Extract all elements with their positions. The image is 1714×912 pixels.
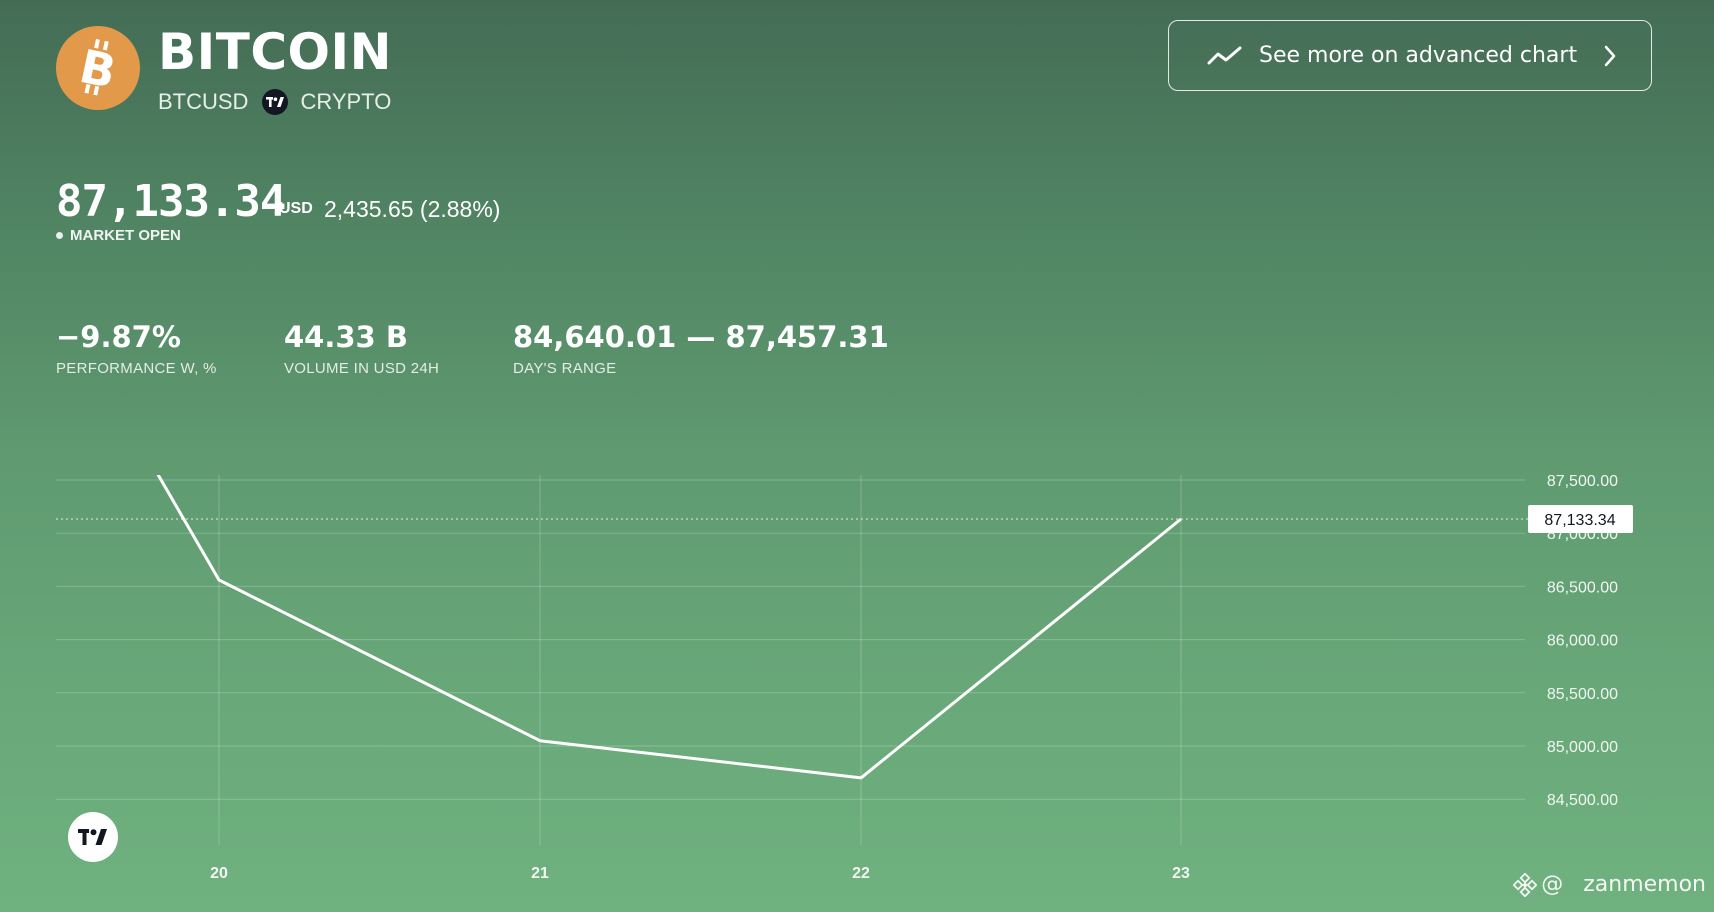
chevron-right-icon xyxy=(1603,44,1617,68)
status-dot-icon xyxy=(56,232,63,239)
current-price-badge-label: 87,133.34 xyxy=(1544,512,1615,529)
tradingview-mini-icon xyxy=(262,89,289,115)
volume-stat: 44.33 B VOLUME IN USD 24H xyxy=(284,318,439,377)
symbol-label[interactable]: BTCUSD xyxy=(158,89,249,114)
y-tick-label: 86,500.00 xyxy=(1547,579,1618,596)
current-price: 87,133.34 xyxy=(56,176,286,227)
watermark-at: @ xyxy=(1541,872,1564,897)
symbol-line: BTCUSD CRYPTO xyxy=(158,88,391,116)
volume-label: VOLUME IN USD 24H xyxy=(284,360,440,377)
days-range-value: 84,640.01 — 87,457.31 xyxy=(513,320,889,354)
tradingview-logo-icon[interactable] xyxy=(68,812,118,862)
page-title: BITCOIN xyxy=(158,23,392,81)
y-tick-label: 86,000.00 xyxy=(1547,633,1618,650)
volume-value: 44.33 B xyxy=(284,320,408,354)
days-range-stat: 84,640.01 — 87,457.31 DAY'S RANGE xyxy=(513,318,889,377)
price-currency: USD xyxy=(279,200,313,217)
y-tick-label: 87,500.00 xyxy=(1547,473,1618,490)
y-tick-label: 84,500.00 xyxy=(1547,792,1618,809)
performance-label: PERFORMANCE W, % xyxy=(56,360,217,377)
performance-value: −9.87% xyxy=(56,320,181,354)
bitcoin-logo-icon: B xyxy=(56,26,140,110)
market-type-label: CRYPTO xyxy=(300,89,392,114)
watermark: @ zanmemon xyxy=(1513,872,1706,897)
advanced-chart-label: See more on advanced chart xyxy=(1259,43,1578,68)
current-price-badge xyxy=(1528,505,1633,534)
market-status: MARKET OPEN xyxy=(56,227,181,244)
price-change: 2,435.65 (2.88%) xyxy=(324,196,501,222)
performance-stat: −9.87% PERFORMANCE W, % xyxy=(56,318,217,377)
days-range-label: DAY'S RANGE xyxy=(513,360,617,377)
x-tick-label: 20 xyxy=(210,865,228,882)
watermark-user: zanmemon xyxy=(1583,872,1706,897)
advanced-chart-button[interactable]: See more on advanced chart xyxy=(1168,20,1652,91)
price-series-line xyxy=(156,475,1182,780)
y-tick-label: 85,000.00 xyxy=(1547,739,1618,756)
binance-diamond-icon xyxy=(1513,872,1538,897)
x-tick-label: 23 xyxy=(1172,865,1190,882)
chart-line-icon xyxy=(1207,45,1243,67)
market-status-label: MARKET OPEN xyxy=(70,227,181,244)
y-tick-label: 85,500.00 xyxy=(1547,686,1618,703)
x-tick-label: 22 xyxy=(852,865,870,882)
x-tick-label: 21 xyxy=(531,865,549,882)
